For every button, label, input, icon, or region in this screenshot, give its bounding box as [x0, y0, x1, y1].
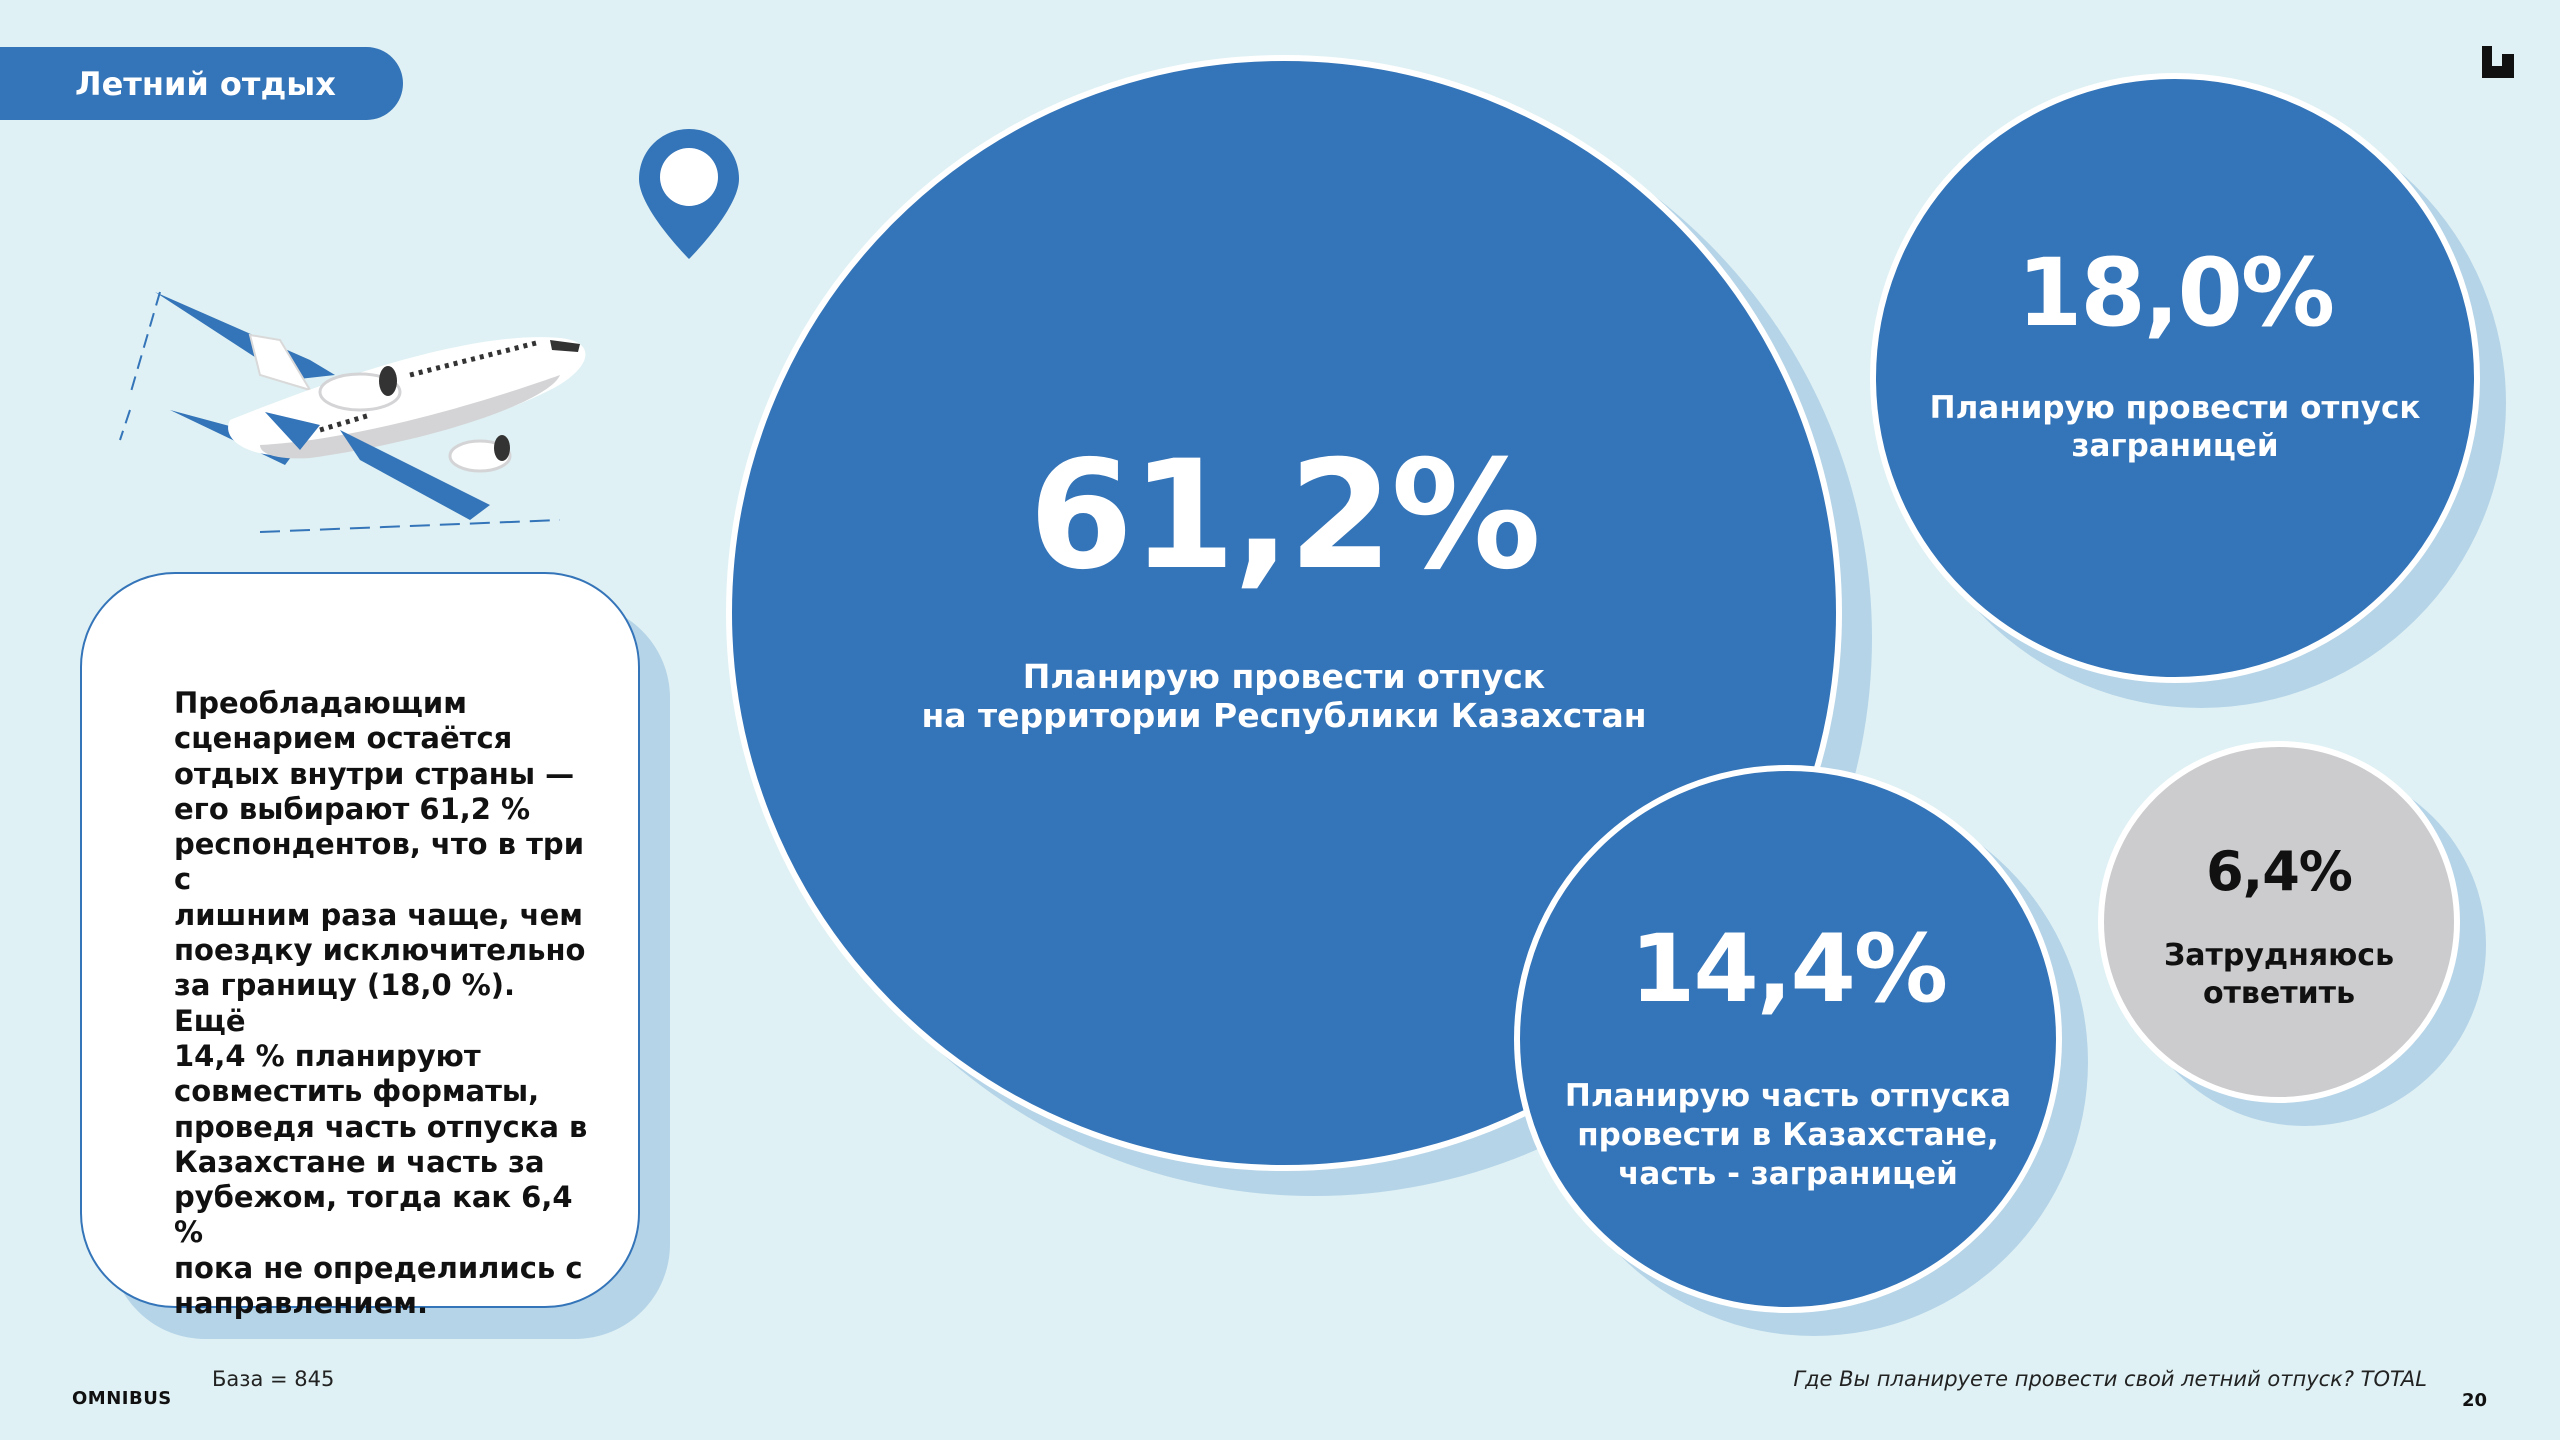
bubble-abroad-label: Планирую провести отпуск заграницей [1929, 390, 2421, 464]
section-title: Летний отдых [0, 47, 403, 120]
note-card: Преобладающим сценарием остаётся отдых в… [80, 572, 640, 1320]
section-title-label: Летний отдых [75, 64, 336, 103]
bubble-undecided: 6,4% Затрудняюсь ответить [2098, 741, 2460, 1103]
bubble-mixed-value: 14,4% [1629, 915, 1948, 1024]
page-number: 20 [2462, 1390, 2488, 1411]
footer-question: Где Вы планируете провести свой летний о… [1793, 1367, 2427, 1391]
bubble-undecided-value: 6,4% [2206, 840, 2353, 903]
airplane-icon [119, 291, 586, 533]
bubble-undecided-label: Затрудняюсь ответить [2163, 938, 2395, 1011]
corner-logo-icon [2482, 46, 2514, 78]
bubble-domestic-value: 61,2% [1028, 429, 1541, 603]
bubble-abroad: 18,0% Планирую провести отпуск загранице… [1870, 73, 2480, 683]
footer-brand: OMNIBUS [72, 1388, 172, 1409]
bubble-abroad-value: 18,0% [2016, 239, 2335, 348]
note-text: Преобладающим сценарием остаётся отдых в… [174, 686, 588, 1321]
location-pin-icon [639, 129, 739, 259]
footer-base: База = 845 [212, 1367, 335, 1391]
bubble-mixed: 14,4% Планирую часть отпуска провести в … [1514, 765, 2062, 1313]
bubble-mixed-label: Планирую часть отпуска провести в Казахс… [1564, 1078, 2012, 1192]
bubble-domestic-label: Планирую провести отпуск на территории Р… [921, 657, 1647, 735]
